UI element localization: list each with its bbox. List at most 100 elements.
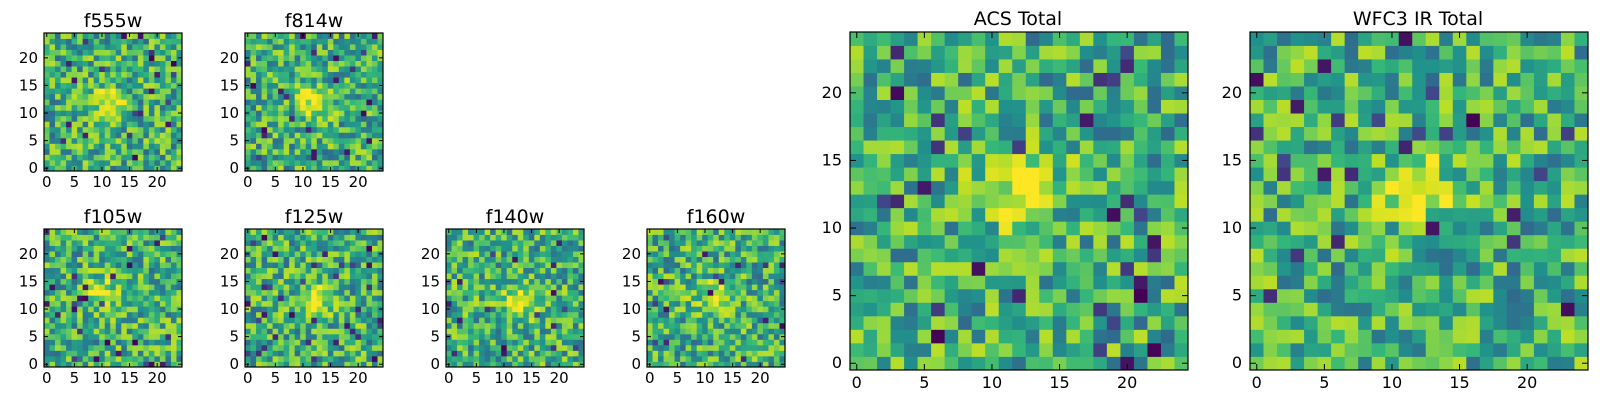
heatmap-cell [278,339,285,346]
heatmap-cell [1358,221,1373,236]
heatmap-cell [115,165,122,172]
heatmap-cell [890,86,905,100]
heatmap-cell [333,295,340,302]
heatmap-cell [137,126,144,133]
heatmap-cell [751,317,758,324]
heatmap-cell [484,333,491,340]
heatmap-cell [567,328,574,335]
heatmap-cell [322,328,329,335]
heatmap-cell [44,60,50,67]
heatmap-cell [561,289,568,296]
heatmap-cell [1160,72,1175,87]
heatmap-cell [680,339,687,346]
heatmap-cell [366,148,373,155]
heatmap-cell [484,311,491,318]
heatmap-cell [931,234,946,249]
heatmap-cell [333,159,340,166]
heatmap-cell [773,344,780,351]
heatmap-cell [322,322,329,329]
heatmap-cell [484,229,491,235]
heatmap-cell [1371,221,1386,236]
heatmap-cell [1533,356,1548,371]
heatmap-cell [143,256,150,263]
heatmap-cell [66,256,72,263]
heatmap-cell [115,33,122,39]
heatmap-cell [680,289,687,296]
heatmap-cell [850,167,864,182]
heatmap-cell [567,267,574,274]
heatmap-cell [534,350,541,357]
y-tick-label: 10 [421,300,440,318]
heatmap-cell [904,288,918,303]
heatmap-cell [176,115,183,122]
heatmap-cell [1012,32,1027,46]
heatmap-cell [366,267,373,274]
heatmap-cell [877,356,891,371]
heatmap-cell [121,99,128,106]
heatmap-cell [283,99,290,106]
heatmap-cell [333,289,340,296]
heatmap-cell [338,278,345,285]
heatmap-cell [718,267,725,274]
heatmap-cell [985,167,1000,182]
heatmap-cell [55,267,61,274]
heatmap-cell [1025,180,1040,195]
heatmap-cell [567,295,574,302]
heatmap-cell [757,328,764,335]
heatmap-cell [377,234,384,241]
heatmap-cell [333,240,340,246]
heatmap-cell [523,278,530,285]
heatmap-cell [457,344,463,351]
heatmap-cell [495,273,502,280]
heatmap-cell [1425,302,1440,317]
heatmap-cell [245,88,251,95]
heatmap-cell [159,262,166,269]
heatmap-cell [88,82,95,89]
heatmap-cell [272,126,279,133]
heatmap-cell [658,306,664,313]
heatmap-cell [512,251,519,257]
heatmap-cell [773,350,780,357]
heatmap-cell [176,300,183,307]
heatmap-cell [1344,221,1359,236]
heatmap-cell [333,350,340,357]
heatmap-cell [278,126,285,133]
heatmap-cell [283,317,290,324]
heatmap-cell [550,295,557,302]
heatmap-cell [300,115,307,122]
heatmap-cell [349,245,356,252]
heatmap-cell [1025,86,1040,100]
heatmap-cells [647,229,786,368]
heatmap-cell [93,110,100,117]
heatmap-cell [971,342,986,357]
heatmap-cell [338,143,345,150]
heatmap-cell [110,159,117,166]
heatmap-cell [355,311,362,318]
heatmap-cell [137,273,144,280]
heatmap-cell [121,148,128,155]
heatmap-cell [256,88,262,95]
heatmap-cell [1547,167,1562,182]
heatmap-cell [322,110,329,117]
heatmap-cell [256,229,262,235]
heatmap-cell [93,256,100,263]
heatmap-cell [338,333,345,340]
heatmap-cell [1160,59,1175,73]
heatmap-cell [132,33,139,39]
heatmap-cell [707,245,714,252]
heatmap-cell [165,77,172,84]
heatmap-cell [60,82,67,89]
heatmap-cell [850,342,864,357]
heatmap-cell [311,262,318,269]
heatmap-cell [143,311,150,318]
heatmap-cell [762,289,769,296]
heatmap-cell [371,350,378,357]
heatmap-cell [691,300,698,307]
heatmap-cell [495,311,502,318]
heatmap-cell [550,328,557,335]
heatmap-cell [1560,275,1575,290]
heatmap-cell [366,126,373,133]
heatmap-cell [1093,72,1108,87]
heatmap-cell [1052,302,1067,317]
heatmap-cell [545,289,552,296]
